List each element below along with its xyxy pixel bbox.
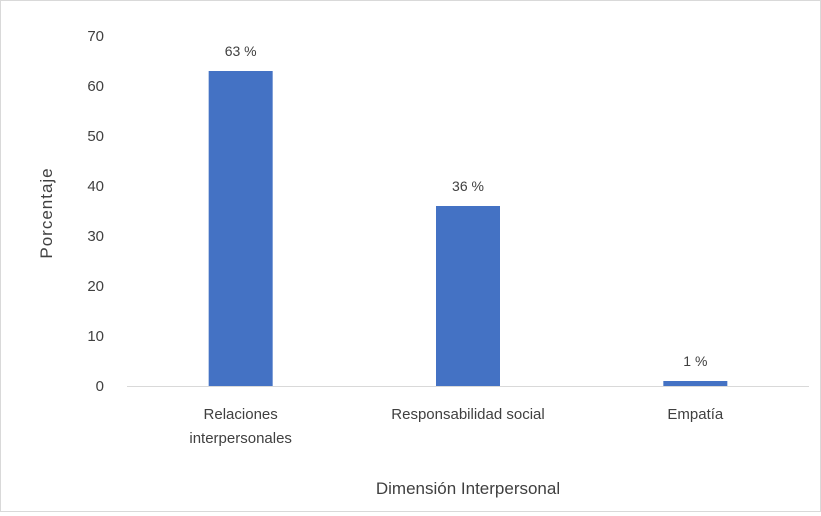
x-axis-title: Dimensión Interpersonal <box>376 479 560 498</box>
bar <box>663 381 728 386</box>
y-tick-label: 50 <box>87 128 104 145</box>
y-tick-label: 70 <box>87 28 104 45</box>
category-label: Responsabilidad social <box>391 406 544 423</box>
y-tick-label: 0 <box>96 378 104 395</box>
category-label: interpersonales <box>189 430 292 447</box>
y-axis-title: Porcentaje <box>37 167 56 258</box>
y-tick-label: 40 <box>87 178 104 195</box>
data-labels-group: 63 % 36 % 1 % <box>225 43 708 369</box>
y-tick-label: 60 <box>87 78 104 95</box>
data-label: 36 % <box>452 178 484 194</box>
y-tick-label: 10 <box>87 328 104 345</box>
data-label: 1 % <box>683 353 707 369</box>
category-label: Empatía <box>667 406 724 423</box>
bars-group <box>208 71 728 386</box>
y-tick-label: 20 <box>87 278 104 295</box>
category-labels-group: Relaciones interpersonales Responsabilidad… <box>189 406 724 447</box>
bar <box>436 206 500 386</box>
y-tick-label: 30 <box>87 228 104 245</box>
category-label: Relaciones <box>204 406 278 423</box>
data-label: 63 % <box>225 43 257 59</box>
bar <box>208 71 273 386</box>
y-axis-ticks: 0 10 20 30 40 50 60 70 <box>87 28 104 395</box>
